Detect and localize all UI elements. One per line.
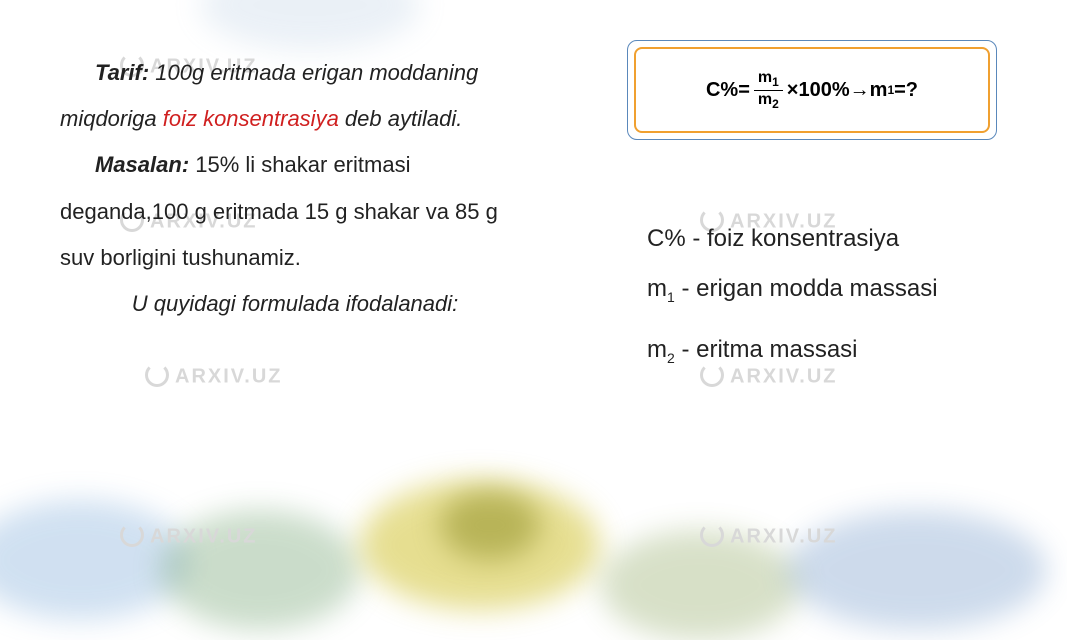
legend-c: C% - foiz konsentrasiya xyxy=(647,225,1007,253)
formula-lhs: C% xyxy=(706,79,738,102)
formula-arrow: → xyxy=(850,79,870,102)
bg-blob xyxy=(160,510,360,630)
formula-denominator: m2 xyxy=(754,91,783,111)
formula-intro: U quyidagi formulada ifodalanadi: xyxy=(60,281,530,327)
watermark: ARXIV.UZ xyxy=(700,365,838,389)
formula-hundred: 100% xyxy=(798,79,849,102)
bg-blob xyxy=(360,480,600,610)
formula-eq: = xyxy=(738,79,750,102)
formula-box: C% = m1 m2 × 100% → m1 =? xyxy=(627,40,997,140)
bg-blob xyxy=(0,500,190,620)
legend-m1: m1 - erigan modda massasi xyxy=(647,273,1007,306)
masalan-label: Masalan: xyxy=(95,152,189,177)
watermark: ARXIV.UZ xyxy=(145,365,283,389)
watermark: ARXIV.UZ xyxy=(120,525,258,549)
tarif-label: Tarif: xyxy=(95,60,149,85)
masalan-paragraph: Masalan: 15% li shakar eritmasi deganda,… xyxy=(60,142,530,281)
tarif-red-term: foiz konsentrasiya xyxy=(163,106,339,131)
formula-rhs-sub: 1 xyxy=(887,83,894,97)
formula-fraction: m1 m2 xyxy=(754,69,783,111)
legend-block: C% - foiz konsentrasiya m1 - erigan modd… xyxy=(647,225,1007,366)
formula-times: × xyxy=(787,79,799,102)
formula-numerator: m1 xyxy=(754,69,783,90)
legend-m2: m2 - eritma massasi xyxy=(647,336,1007,366)
main-text-block: Tarif: 100g eritmada erigan moddaning mi… xyxy=(60,50,530,327)
watermark: ARXIV.UZ xyxy=(700,525,838,549)
formula-rhs-tail: =? xyxy=(894,79,918,102)
bg-blob xyxy=(200,0,420,50)
bg-blob xyxy=(600,530,800,640)
formula-rhs-m: m xyxy=(870,79,888,102)
bg-blob xyxy=(787,510,1047,630)
formula-inner: C% = m1 m2 × 100% → m1 =? xyxy=(634,47,990,133)
tarif-paragraph: Tarif: 100g eritmada erigan moddaning mi… xyxy=(60,50,530,142)
tarif-body-b: deb aytiladi. xyxy=(339,106,463,131)
bg-blob xyxy=(440,490,540,560)
